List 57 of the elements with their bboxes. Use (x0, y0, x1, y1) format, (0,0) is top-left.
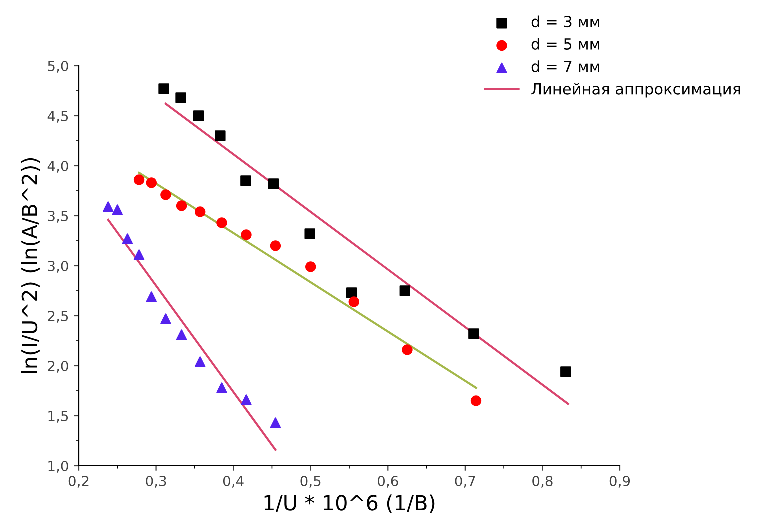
point (268, 178, 280, 190)
point (122, 234, 134, 244)
point (306, 262, 316, 272)
y-tick-label: 5,0 (48, 60, 68, 73)
point (176, 330, 188, 340)
point (270, 418, 282, 428)
point (112, 204, 123, 216)
point (146, 292, 157, 302)
legend-label: d = 5 мм (532, 38, 600, 50)
point (160, 190, 172, 200)
point (134, 250, 145, 260)
y-tick-label: 4,0 (48, 160, 68, 173)
point (560, 366, 572, 378)
point (193, 110, 204, 122)
point (240, 176, 252, 186)
point (241, 230, 252, 240)
y-tick-label: 1,5 (48, 411, 68, 423)
legend-label: d = 3 мм (532, 16, 600, 28)
point (176, 92, 186, 104)
y-axis-title: ln(I/U^2) (ln(A/B^2)) (21, 158, 40, 374)
point (194, 206, 206, 218)
legend-label: Линейная аппроксимация (532, 83, 740, 98)
point (176, 200, 188, 212)
point (134, 174, 145, 186)
point (241, 394, 252, 406)
y-tick-label: 4,5 (48, 111, 68, 123)
x-tick-label: 0,3 (146, 476, 166, 488)
point (158, 84, 170, 94)
x-axis-title: 1/U * 10^6 (1/B) (264, 494, 435, 514)
point (216, 218, 228, 228)
point (270, 240, 282, 252)
point (194, 356, 206, 368)
point (103, 202, 114, 212)
y-tick-label: 2,5 (48, 310, 68, 323)
point (304, 228, 316, 240)
point (346, 288, 358, 298)
y-tick-label: 3,0 (48, 260, 68, 273)
x-tick-label: 0,5 (300, 476, 321, 488)
y-tick-label: 3,5 (48, 210, 68, 223)
x-tick-label: 0,2 (68, 476, 89, 488)
x-tick-label: 0,4 (223, 476, 244, 488)
point (470, 396, 482, 406)
y-tick-label: 1,0 (48, 460, 68, 473)
legend-label: d = 7 мм (532, 60, 600, 72)
x-tick-label: 0,6 (378, 476, 398, 488)
x-tick-label: 0,7 (455, 476, 476, 488)
point (400, 286, 410, 296)
point (216, 382, 228, 394)
point (146, 178, 157, 188)
point (468, 328, 480, 340)
point (160, 314, 172, 324)
x-tick-label: 0,9 (610, 476, 630, 488)
y-tick-label: 2,0 (48, 360, 68, 373)
point (215, 130, 226, 142)
x-tick-label: 0,8 (532, 476, 553, 488)
point (348, 296, 360, 308)
point (402, 344, 413, 356)
